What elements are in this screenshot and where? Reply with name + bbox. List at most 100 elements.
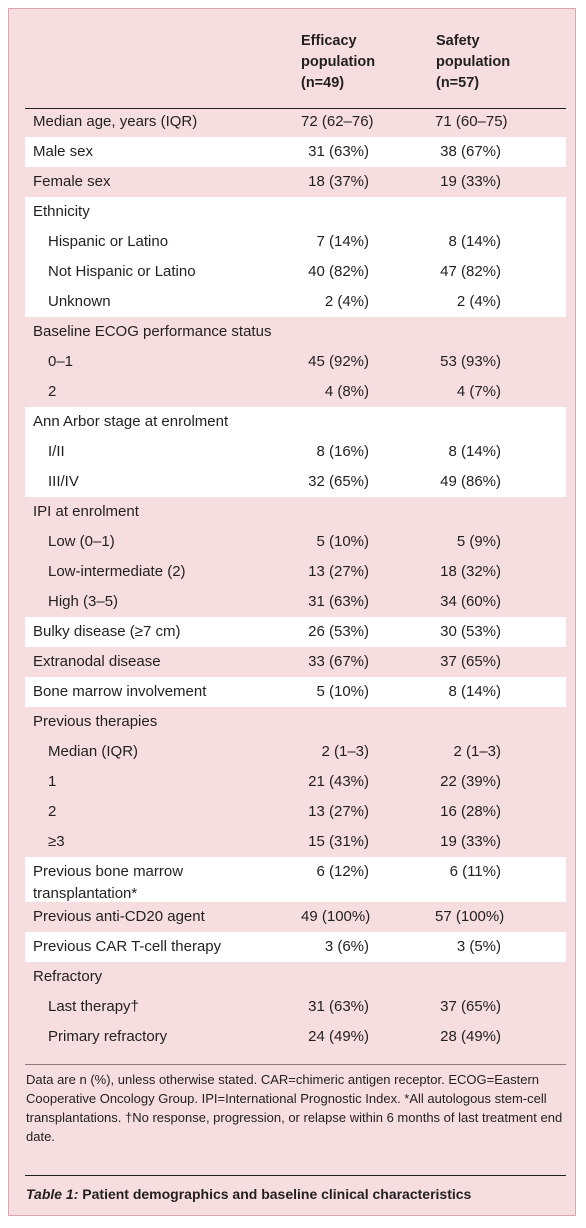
efficacy-value: 4 (8%) bbox=[324, 383, 369, 400]
safety-value: 22 (39%) bbox=[440, 773, 501, 790]
table-row: 2 13 (27%) 16 (28%) bbox=[25, 797, 566, 827]
efficacy-value: 31 (63%) bbox=[308, 143, 369, 160]
safety-value: 19 (33%) bbox=[440, 833, 501, 850]
row-label: 1 bbox=[48, 773, 57, 790]
safety-value: 37 (65%) bbox=[440, 998, 501, 1015]
safety-value: 38 (67%) bbox=[440, 143, 501, 160]
row-label: Previous anti-CD20 agent bbox=[33, 908, 205, 925]
safety-value: 5 (9%) bbox=[456, 533, 501, 550]
table-row: I/II 8 (16%) 8 (14%) bbox=[25, 437, 566, 467]
caption-text: Patient demographics and baseline clinic… bbox=[78, 1186, 472, 1202]
row-label: III/IV bbox=[48, 473, 79, 490]
table-row: Male sex 31 (63%) 38 (67%) bbox=[25, 137, 566, 167]
efficacy-value: 5 (10%) bbox=[316, 533, 369, 550]
table-row: ≥3 15 (31%) 19 (33%) bbox=[25, 827, 566, 857]
safety-value: 71 (60–75) bbox=[435, 113, 508, 130]
row-label: Median (IQR) bbox=[48, 743, 139, 760]
row-label: Bulky disease (≥7 cm) bbox=[33, 623, 181, 640]
table-row: Low-intermediate (2) 13 (27%) 18 (32%) bbox=[25, 557, 566, 587]
table-row: Female sex 18 (37%) 19 (33%) bbox=[25, 167, 566, 197]
row-label: High (3–5) bbox=[48, 593, 119, 610]
row-label: Baseline ECOG performance status bbox=[33, 323, 272, 340]
row-label: Median age, years (IQR) bbox=[33, 113, 198, 130]
row-label: Extranodal disease bbox=[33, 653, 161, 670]
table-row: Previous anti-CD20 agent 49 (100%) 57 (100… bbox=[25, 902, 566, 932]
efficacy-value: 31 (63%) bbox=[308, 593, 369, 610]
table-caption: Table 1: Patient demographics and baseli… bbox=[26, 1184, 471, 1204]
row-label: Hispanic or Latino bbox=[48, 233, 169, 250]
table-body: Median age, years (IQR) 72 (62–76) 71 (60–… bbox=[25, 107, 566, 1052]
row-label: Primary refractory bbox=[48, 1028, 168, 1045]
row-label: Previous therapies bbox=[33, 713, 158, 730]
efficacy-value: 26 (53%) bbox=[308, 623, 369, 640]
safety-value: 16 (28%) bbox=[440, 803, 501, 820]
safety-value: 2 (4%) bbox=[456, 293, 501, 310]
safety-value: 30 (53%) bbox=[440, 623, 501, 640]
safety-value: 37 (65%) bbox=[440, 653, 501, 670]
efficacy-value: 5 (10%) bbox=[316, 683, 369, 700]
table-row: 2 4 (8%) 4 (7%) bbox=[25, 377, 566, 407]
safety-value: 2 (1–3) bbox=[453, 743, 501, 760]
table-row: Bulky disease (≥7 cm) 26 (53%) 30 (53%) bbox=[25, 617, 566, 647]
column-header-efficacy: Efficacy population (n=49) bbox=[301, 33, 376, 91]
safety-value: 19 (33%) bbox=[440, 173, 501, 190]
safety-value: 4 (7%) bbox=[456, 383, 501, 400]
caption-number: Table 1: bbox=[26, 1186, 79, 1202]
efficacy-value: 2 (4%) bbox=[324, 293, 369, 310]
table-header: Efficacy population (n=49) Safety popula… bbox=[9, 9, 575, 109]
efficacy-value: 45 (92%) bbox=[308, 353, 369, 370]
efficacy-value: 3 (6%) bbox=[324, 938, 369, 955]
table-row: Not Hispanic or Latino 40 (82%) 47 (82%) bbox=[25, 257, 566, 287]
efficacy-value: 40 (82%) bbox=[308, 263, 369, 280]
efficacy-value: 7 (14%) bbox=[316, 233, 369, 250]
table-row: IPI at enrolment bbox=[25, 497, 566, 527]
table-row: Refractory bbox=[25, 962, 566, 992]
table-row: Median age, years (IQR) 72 (62–76) 71 (60–… bbox=[25, 107, 566, 137]
row-label: 2 bbox=[48, 803, 57, 820]
column-header-safety: Safety population (n=57) bbox=[436, 33, 511, 91]
table-row: Low (0–1) 5 (10%) 5 (9%) bbox=[25, 527, 566, 557]
efficacy-value: 2 (1–3) bbox=[321, 743, 369, 760]
header-divider bbox=[25, 108, 566, 109]
row-label: ≥3 bbox=[48, 833, 65, 850]
row-label: Female sex bbox=[33, 173, 111, 190]
safety-value: 18 (32%) bbox=[440, 563, 501, 580]
table-row: Hispanic or Latino 7 (14%) 8 (14%) bbox=[25, 227, 566, 257]
table-row: Extranodal disease 33 (67%) 37 (65%) bbox=[25, 647, 566, 677]
efficacy-value: 13 (27%) bbox=[308, 563, 369, 580]
row-label: Ethnicity bbox=[33, 203, 90, 220]
row-label: Refractory bbox=[33, 968, 103, 985]
table-row: Ethnicity bbox=[25, 197, 566, 227]
safety-value: 8 (14%) bbox=[448, 683, 501, 700]
row-label: Bone marrow involvement bbox=[33, 683, 207, 700]
row-label: Last therapy† bbox=[48, 998, 139, 1015]
table-row: High (3–5) 31 (63%) 34 (60%) bbox=[25, 587, 566, 617]
efficacy-value: 21 (43%) bbox=[308, 773, 369, 790]
row-label: 2 bbox=[48, 383, 57, 400]
safety-value: 57 (100%) bbox=[435, 908, 505, 925]
row-label: IPI at enrolment bbox=[33, 503, 139, 520]
table-row: 0–1 45 (92%) 53 (93%) bbox=[25, 347, 566, 377]
table-row: Ann Arbor stage at enrolment bbox=[25, 407, 566, 437]
safety-value: 8 (14%) bbox=[448, 233, 501, 250]
row-label: Unknown bbox=[48, 293, 111, 310]
table-footnotes: Data are n (%), unless otherwise stated.… bbox=[26, 1072, 563, 1144]
safety-value: 34 (60%) bbox=[440, 593, 501, 610]
table-row: Median (IQR) 2 (1–3) 2 (1–3) bbox=[25, 737, 566, 767]
safety-value: 28 (49%) bbox=[440, 1028, 501, 1045]
efficacy-value: 72 (62–76) bbox=[301, 113, 374, 130]
safety-value: 49 (86%) bbox=[440, 473, 501, 490]
table-row: Previous bone marrow transplantation* 6 (… bbox=[25, 857, 566, 902]
table-bottom-divider bbox=[25, 1064, 566, 1065]
table-row: Bone marrow involvement 5 (10%) 8 (14%) bbox=[25, 677, 566, 707]
safety-value: 6 (11%) bbox=[449, 863, 501, 880]
table-row: Unknown 2 (4%) 2 (4%) bbox=[25, 287, 566, 317]
efficacy-value: 8 (16%) bbox=[316, 443, 369, 460]
table-row: Previous therapies bbox=[25, 707, 566, 737]
row-label: Ann Arbor stage at enrolment bbox=[33, 413, 229, 430]
efficacy-value: 31 (63%) bbox=[308, 998, 369, 1015]
table-row: III/IV 32 (65%) 49 (86%) bbox=[25, 467, 566, 497]
efficacy-value: 32 (65%) bbox=[308, 473, 369, 490]
efficacy-value: 13 (27%) bbox=[308, 803, 369, 820]
table-row: Primary refractory 24 (49%) 28 (49%) bbox=[25, 1022, 566, 1052]
